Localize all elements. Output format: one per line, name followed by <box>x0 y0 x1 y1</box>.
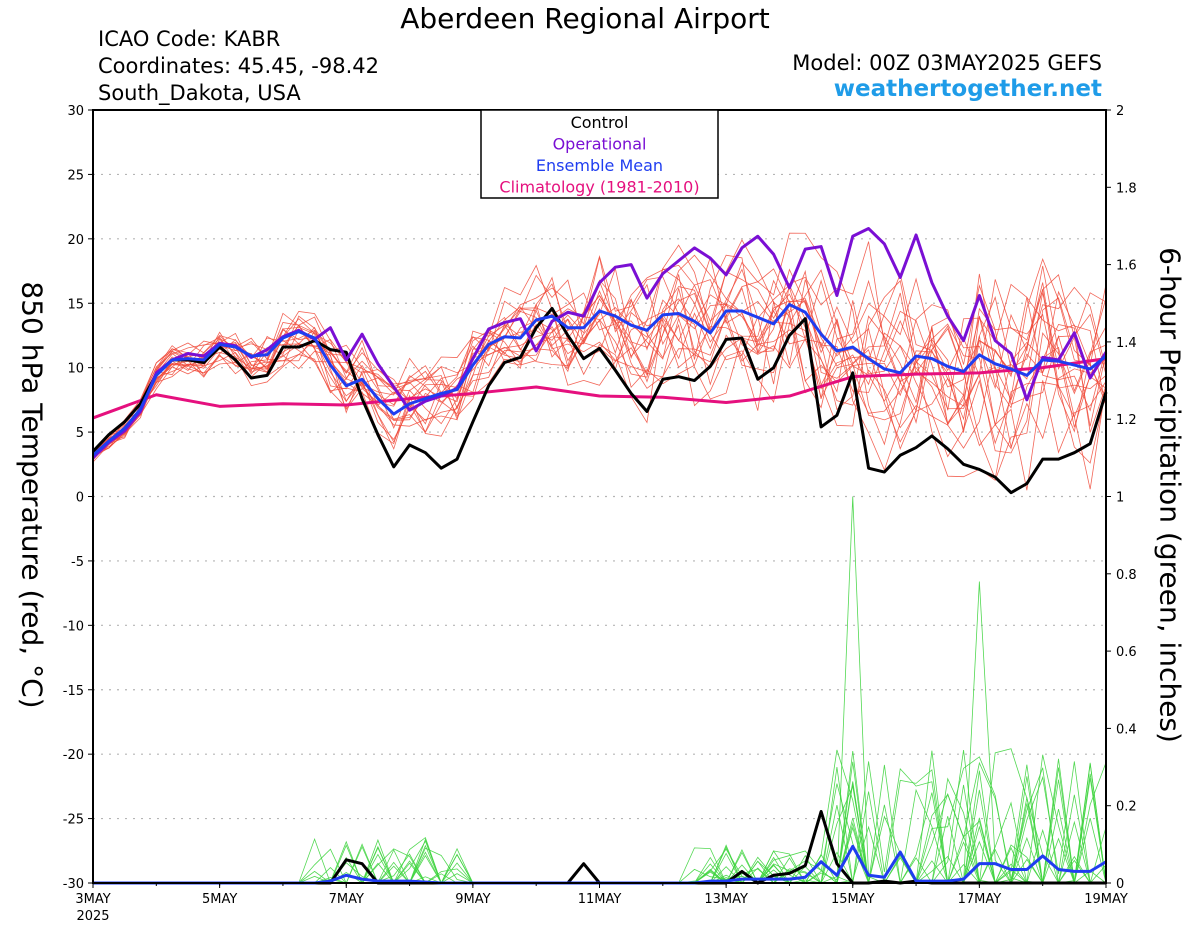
legend-item: Ensemble Mean <box>536 156 663 175</box>
y-tick-label: 30 <box>67 104 84 119</box>
ensemble-members <box>92 232 1107 885</box>
x-tick-label: 3MAY <box>75 892 110 907</box>
series-line-climatology-1981-2010- <box>92 357 1107 420</box>
ensemble-temp-member <box>92 268 1107 454</box>
y-tick-label: -5 <box>71 555 84 570</box>
x-tick-label: 15MAY <box>831 892 875 907</box>
y-right-tick-label: 0 <box>1116 877 1124 892</box>
series-line-control-precipitation <box>93 809 1106 885</box>
y-right-tick-label: 2 <box>1116 104 1124 119</box>
y-right-tick-label: 0.4 <box>1116 722 1137 737</box>
chart-title: Aberdeen Regional Airport <box>400 2 770 35</box>
x-tick-label: 13MAY <box>704 892 748 907</box>
ensemble-precip-member <box>93 749 1106 884</box>
y-tick-label: 10 <box>67 362 84 377</box>
site-link[interactable]: weathertogether.net <box>833 76 1102 102</box>
x-tick-label: 7MAY <box>329 892 364 907</box>
icao-code-label: ICAO Code: KABR <box>98 27 281 51</box>
series-lines <box>91 227 1108 885</box>
axis-ticks: 302520151050-5-10-15-20-25-3021.81.61.41… <box>63 104 1137 924</box>
y-tick-label: 5 <box>76 426 84 441</box>
x-tick-label: 5MAY <box>202 892 237 907</box>
series-line-operational <box>91 227 1108 459</box>
legend-item: Control <box>571 113 629 132</box>
x-tick-label: 9MAY <box>455 892 490 907</box>
ensemble-precip-member <box>93 783 1106 884</box>
y-tick-label: -20 <box>63 748 84 763</box>
legend-box: Control Operational Ensemble Mean Climatolo… <box>480 109 719 199</box>
x-tick-sublabel: 2025 <box>76 909 109 924</box>
y-right-tick-label: 0.8 <box>1116 568 1137 583</box>
x-tick-label: 11MAY <box>578 892 622 907</box>
legend-item: Climatology (1981-2010) <box>499 178 699 197</box>
y-right-tick-label: 1.2 <box>1116 413 1137 428</box>
ensemble-temp-member <box>92 266 1107 451</box>
ensemble-temp-member <box>92 268 1107 456</box>
y-right-tick-label: 1.4 <box>1116 336 1137 351</box>
x-tick-label: 17MAY <box>958 892 1002 907</box>
grid-lines <box>93 173 1106 820</box>
x-tick-label: 19MAY <box>1084 892 1128 907</box>
y-right-tick-label: 0.2 <box>1116 800 1137 815</box>
y-tick-label: 25 <box>67 168 84 183</box>
ensemble-temp-member <box>92 232 1107 453</box>
series-line-ensemble-mean-precipitation <box>93 844 1107 885</box>
coordinates-label: Coordinates: 45.45, -98.42 <box>98 54 379 78</box>
y-tick-label: 15 <box>67 297 84 312</box>
ensemble-precip-member <box>93 791 1106 884</box>
ensemble-precip-member <box>93 581 1107 884</box>
ensemble-temp-member <box>92 265 1107 453</box>
ensemble-temp-member <box>92 269 1107 454</box>
series-line-control <box>91 306 1108 495</box>
y-right-tick-label: 0.6 <box>1116 645 1137 660</box>
y-right-tick-label: 1 <box>1116 491 1124 506</box>
y-right-tick-label: 1.8 <box>1116 181 1137 196</box>
y-tick-label: -10 <box>63 619 84 634</box>
ensemble-precip-member <box>93 817 1106 884</box>
location-label: South_Dakota, USA <box>98 81 301 105</box>
ensemble-temp-member <box>92 264 1107 461</box>
y-tick-label: -15 <box>63 684 84 699</box>
legend-frame <box>480 109 719 199</box>
plot-frame <box>92 109 1107 884</box>
model-run-label: Model: 00Z 03MAY2025 GEFS <box>792 51 1102 75</box>
y-tick-label: 20 <box>67 233 84 248</box>
ensemble-temp-member <box>92 269 1107 463</box>
ensemble-temp-member <box>92 256 1107 460</box>
y-tick-label: 0 <box>76 491 84 506</box>
y-tick-label: -25 <box>63 813 84 828</box>
series-line-ensemble-mean <box>91 303 1107 457</box>
ensemble-temp-member <box>92 255 1107 455</box>
legend-item: Operational <box>553 135 647 154</box>
y-right-tick-label: 1.6 <box>1116 259 1137 274</box>
y-tick-label: -30 <box>63 877 84 892</box>
ensemble-precip-member <box>93 496 1106 885</box>
